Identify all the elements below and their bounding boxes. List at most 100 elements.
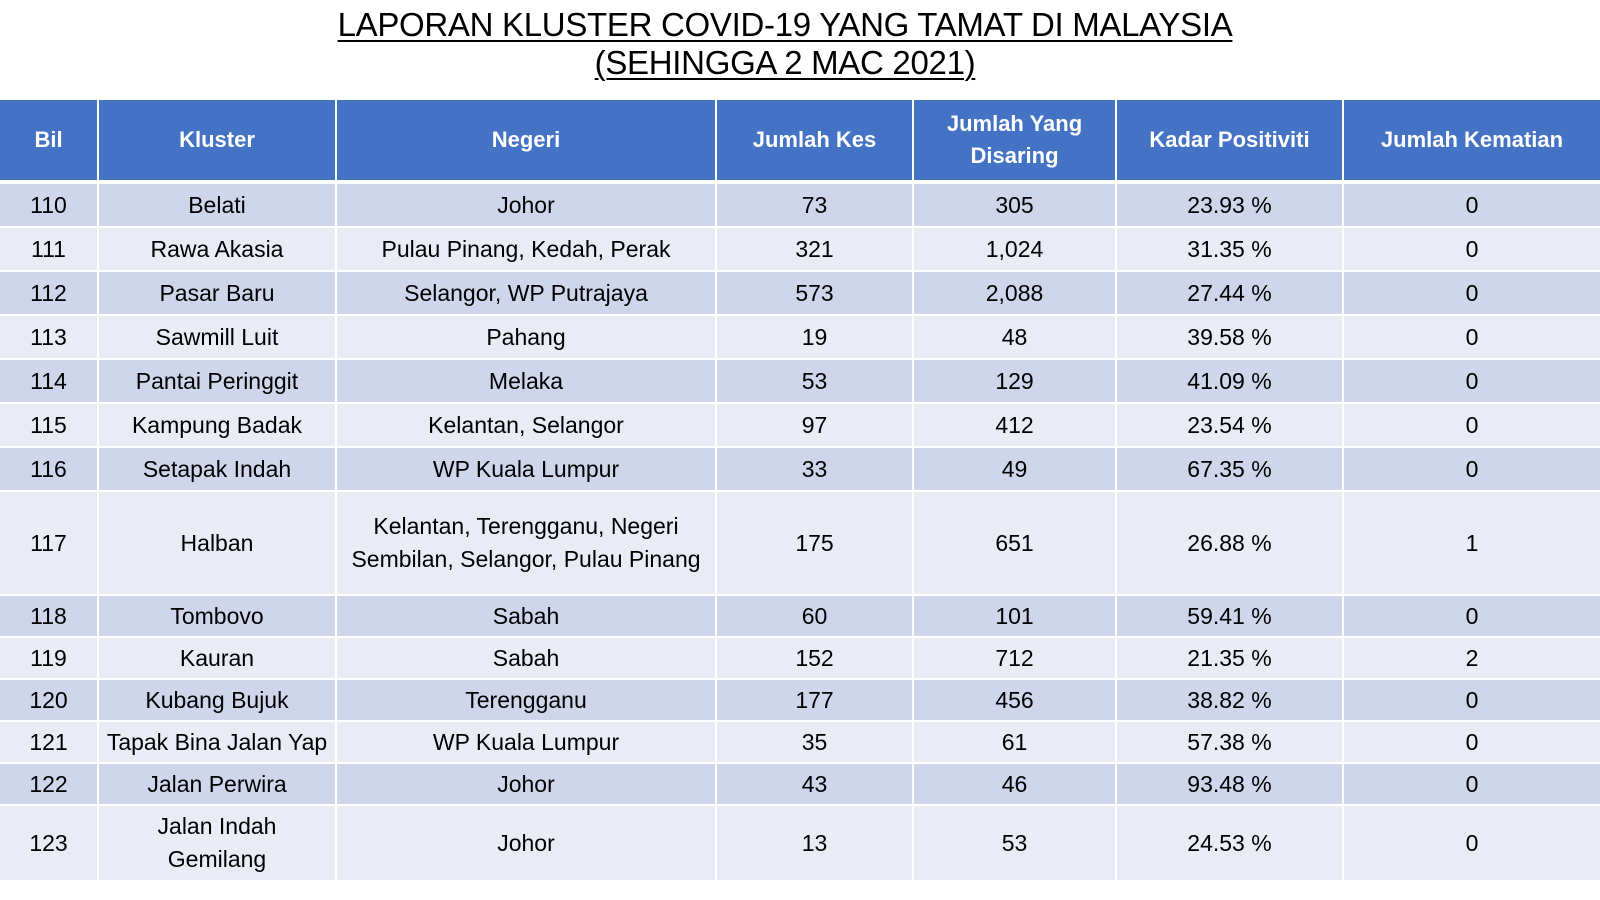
cell-jumlah-kematian: 0 bbox=[1344, 404, 1600, 448]
header-row: Bil Kluster Negeri Jumlah Kes Jumlah Yan… bbox=[0, 100, 1600, 184]
cell-kadar-positiviti: 23.54 % bbox=[1117, 404, 1344, 448]
cell-kadar-positiviti: 31.35 % bbox=[1117, 228, 1344, 272]
table-body: 110 Belati Johor 73 305 23.93 % 0 111 Ra… bbox=[0, 184, 1600, 882]
table-row: 122 Jalan Perwira Johor 43 46 93.48 % 0 bbox=[0, 764, 1600, 806]
cell-kadar-positiviti: 21.35 % bbox=[1117, 638, 1344, 680]
cell-jumlah-kes: 53 bbox=[717, 360, 914, 404]
table-row: 112 Pasar Baru Selangor, WP Putrajaya 57… bbox=[0, 272, 1600, 316]
cell-jumlah-kematian: 1 bbox=[1344, 492, 1600, 596]
table-row: 113 Sawmill Luit Pahang 19 48 39.58 % 0 bbox=[0, 316, 1600, 360]
cell-kadar-positiviti: 57.38 % bbox=[1117, 722, 1344, 764]
cell-jumlah-kes: 35 bbox=[717, 722, 914, 764]
table-row: 119 Kauran Sabah 152 712 21.35 % 2 bbox=[0, 638, 1600, 680]
cell-jumlah-disaring: 61 bbox=[914, 722, 1117, 764]
cell-jumlah-kematian: 0 bbox=[1344, 806, 1600, 882]
cell-kluster: Kauran bbox=[99, 638, 337, 680]
cell-jumlah-kematian: 2 bbox=[1344, 638, 1600, 680]
cell-negeri: Johor bbox=[337, 184, 717, 228]
cell-jumlah-disaring: 46 bbox=[914, 764, 1117, 806]
cell-jumlah-kes: 73 bbox=[717, 184, 914, 228]
cell-jumlah-kes: 13 bbox=[717, 806, 914, 882]
cell-bil: 115 bbox=[0, 404, 99, 448]
cell-jumlah-kes: 573 bbox=[717, 272, 914, 316]
table-row: 120 Kubang Bujuk Terengganu 177 456 38.8… bbox=[0, 680, 1600, 722]
cell-jumlah-kes: 97 bbox=[717, 404, 914, 448]
table-row: 118 Tombovo Sabah 60 101 59.41 % 0 bbox=[0, 596, 1600, 638]
cell-bil: 111 bbox=[0, 228, 99, 272]
cell-kluster: Jalan Indah Gemilang bbox=[99, 806, 337, 882]
cell-kluster: Kampung Badak bbox=[99, 404, 337, 448]
cell-negeri: Kelantan, Terengganu, Negeri Sembilan, S… bbox=[337, 492, 717, 596]
cell-negeri: Selangor, WP Putrajaya bbox=[337, 272, 717, 316]
cell-negeri: Melaka bbox=[337, 360, 717, 404]
cell-jumlah-kes: 175 bbox=[717, 492, 914, 596]
cell-kadar-positiviti: 39.58 % bbox=[1117, 316, 1344, 360]
cell-kluster: Rawa Akasia bbox=[99, 228, 337, 272]
header-bil: Bil bbox=[0, 100, 99, 184]
cell-kluster: Setapak Indah bbox=[99, 448, 337, 492]
table-row: 116 Setapak Indah WP Kuala Lumpur 33 49 … bbox=[0, 448, 1600, 492]
cell-bil: 120 bbox=[0, 680, 99, 722]
cell-jumlah-kes: 321 bbox=[717, 228, 914, 272]
cell-jumlah-disaring: 651 bbox=[914, 492, 1117, 596]
table-row: 123 Jalan Indah Gemilang Johor 13 53 24.… bbox=[0, 806, 1600, 882]
cell-jumlah-kematian: 0 bbox=[1344, 272, 1600, 316]
cell-jumlah-kematian: 0 bbox=[1344, 184, 1600, 228]
cell-negeri: WP Kuala Lumpur bbox=[337, 722, 717, 764]
cell-negeri: WP Kuala Lumpur bbox=[337, 448, 717, 492]
header-kadar-positiviti: Kadar Positiviti bbox=[1117, 100, 1344, 184]
cell-negeri: Terengganu bbox=[337, 680, 717, 722]
cell-jumlah-disaring: 456 bbox=[914, 680, 1117, 722]
cell-kadar-positiviti: 24.53 % bbox=[1117, 806, 1344, 882]
cell-jumlah-disaring: 101 bbox=[914, 596, 1117, 638]
cell-bil: 122 bbox=[0, 764, 99, 806]
cell-kadar-positiviti: 26.88 % bbox=[1117, 492, 1344, 596]
table-row: 115 Kampung Badak Kelantan, Selangor 97 … bbox=[0, 404, 1600, 448]
cell-kadar-positiviti: 59.41 % bbox=[1117, 596, 1344, 638]
cell-jumlah-kematian: 0 bbox=[1344, 764, 1600, 806]
table-row: 117 Halban Kelantan, Terengganu, Negeri … bbox=[0, 492, 1600, 596]
table-row: 121 Tapak Bina Jalan Yap WP Kuala Lumpur… bbox=[0, 722, 1600, 764]
cell-negeri: Sabah bbox=[337, 638, 717, 680]
cell-jumlah-kematian: 0 bbox=[1344, 228, 1600, 272]
cell-jumlah-kematian: 0 bbox=[1344, 680, 1600, 722]
cell-jumlah-disaring: 49 bbox=[914, 448, 1117, 492]
title-line-1: LAPORAN KLUSTER COVID-19 YANG TAMAT DI M… bbox=[337, 6, 1233, 43]
header-jumlah-kematian: Jumlah Kematian bbox=[1344, 100, 1600, 184]
cell-jumlah-disaring: 305 bbox=[914, 184, 1117, 228]
cell-kadar-positiviti: 38.82 % bbox=[1117, 680, 1344, 722]
cell-negeri: Kelantan, Selangor bbox=[337, 404, 717, 448]
cell-jumlah-kes: 33 bbox=[717, 448, 914, 492]
table-row: 114 Pantai Peringgit Melaka 53 129 41.09… bbox=[0, 360, 1600, 404]
cell-kluster: Tombovo bbox=[99, 596, 337, 638]
cell-kluster: Belati bbox=[99, 184, 337, 228]
cell-jumlah-kematian: 0 bbox=[1344, 596, 1600, 638]
cell-kluster: Sawmill Luit bbox=[99, 316, 337, 360]
title-line-2: (SEHINGGA 2 MAC 2021) bbox=[594, 44, 976, 81]
header-jumlah-kes: Jumlah Kes bbox=[717, 100, 914, 184]
cell-kluster: Pasar Baru bbox=[99, 272, 337, 316]
cell-negeri: Pulau Pinang, Kedah, Perak bbox=[337, 228, 717, 272]
cell-jumlah-kes: 19 bbox=[717, 316, 914, 360]
cell-negeri: Pahang bbox=[337, 316, 717, 360]
cell-jumlah-kes: 60 bbox=[717, 596, 914, 638]
cell-kadar-positiviti: 67.35 % bbox=[1117, 448, 1344, 492]
cell-jumlah-kematian: 0 bbox=[1344, 448, 1600, 492]
cell-bil: 123 bbox=[0, 806, 99, 882]
cell-jumlah-disaring: 412 bbox=[914, 404, 1117, 448]
cell-kluster: Kubang Bujuk bbox=[99, 680, 337, 722]
cell-jumlah-disaring: 53 bbox=[914, 806, 1117, 882]
cell-kluster: Pantai Peringgit bbox=[99, 360, 337, 404]
cell-bil: 110 bbox=[0, 184, 99, 228]
cell-jumlah-disaring: 129 bbox=[914, 360, 1117, 404]
cell-jumlah-kes: 177 bbox=[717, 680, 914, 722]
cell-bil: 118 bbox=[0, 596, 99, 638]
header-jumlah-disaring: Jumlah Yang Disaring bbox=[914, 100, 1117, 184]
table-row: 110 Belati Johor 73 305 23.93 % 0 bbox=[0, 184, 1600, 228]
cell-jumlah-kematian: 0 bbox=[1344, 360, 1600, 404]
cell-jumlah-kes: 152 bbox=[717, 638, 914, 680]
cell-bil: 114 bbox=[0, 360, 99, 404]
cell-kluster: Jalan Perwira bbox=[99, 764, 337, 806]
header-kluster: Kluster bbox=[99, 100, 337, 184]
